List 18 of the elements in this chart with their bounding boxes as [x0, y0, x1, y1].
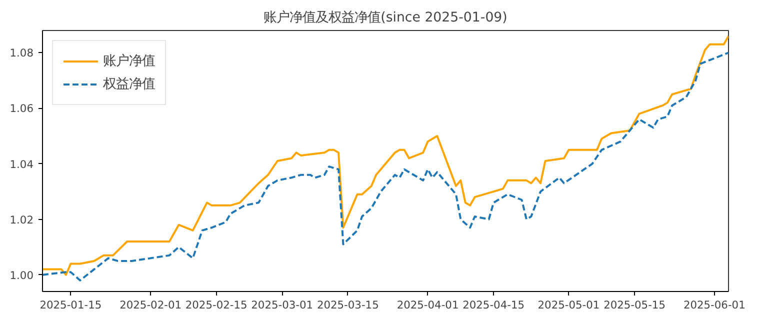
- y-tick-label: 1.00: [10, 268, 34, 282]
- legend-label: 权益净值: [103, 76, 155, 93]
- legend-label: 账户净值: [103, 52, 155, 70]
- x-tick-label: 2025-04-15: [462, 298, 525, 312]
- y-tick-label: 1.04: [10, 158, 34, 171]
- x-tick-label: 2025-03-15: [316, 298, 379, 312]
- x-tick-label: 2025-06-01: [683, 298, 746, 312]
- x-tick-label: 2025-04-01: [396, 298, 459, 312]
- x-tick-label: 2025-02-15: [185, 298, 248, 312]
- x-tick-label: 2025-03-01: [251, 298, 314, 312]
- y-tick-label: 1.08: [10, 46, 34, 60]
- y-tick-label: 1.06: [10, 102, 34, 116]
- y-tick-label: 1.02: [10, 213, 34, 226]
- x-tick-label: 2025-05-01: [538, 298, 600, 312]
- x-tick-label: 2025-05-15: [604, 298, 666, 312]
- x-tick-label: 2025-02-01: [120, 298, 182, 312]
- x-tick-label: 2025-01-15: [40, 298, 102, 312]
- chart-title: 账户净值及权益净值(since 2025-01-09): [264, 10, 508, 26]
